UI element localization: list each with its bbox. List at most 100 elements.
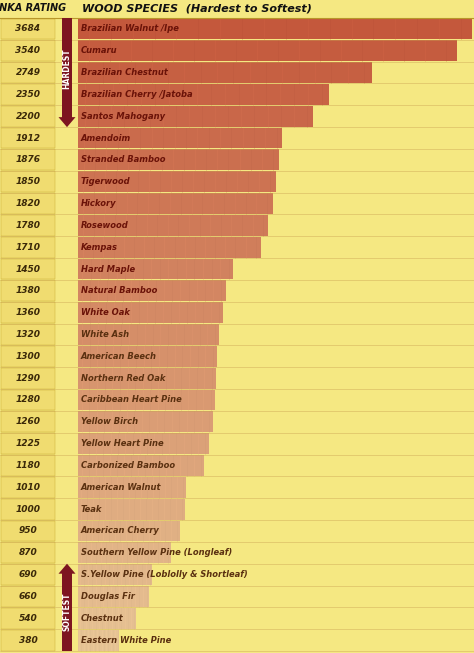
Bar — [78, 127, 283, 148]
Bar — [78, 411, 213, 432]
Bar — [1, 127, 55, 148]
Text: Chestnut: Chestnut — [81, 614, 124, 623]
Text: Natural Bamboo: Natural Bamboo — [81, 287, 157, 295]
Text: Carbonized Bamboo: Carbonized Bamboo — [81, 461, 175, 470]
Text: 2200: 2200 — [16, 112, 40, 121]
Bar — [78, 106, 313, 127]
Text: Rosewood: Rosewood — [81, 221, 129, 230]
Text: White Oak: White Oak — [81, 308, 130, 317]
Bar — [78, 237, 261, 257]
Text: 660: 660 — [18, 592, 37, 601]
Text: Brazilian Chestnut: Brazilian Chestnut — [81, 68, 168, 77]
Text: Teak: Teak — [81, 505, 102, 514]
Text: WOOD SPECIES  (Hardest to Softest): WOOD SPECIES (Hardest to Softest) — [82, 3, 312, 13]
Bar — [1, 629, 55, 650]
Text: Stranded Bamboo: Stranded Bamboo — [81, 155, 165, 165]
Bar — [1, 84, 55, 105]
Polygon shape — [58, 564, 75, 651]
Bar — [1, 150, 55, 170]
Bar — [1, 477, 55, 498]
Bar — [1, 237, 55, 257]
Text: 1450: 1450 — [16, 264, 40, 274]
Bar — [78, 302, 223, 323]
Text: Eastern White Pine: Eastern White Pine — [81, 635, 171, 645]
Bar — [1, 564, 55, 585]
Text: 380: 380 — [18, 635, 37, 645]
Bar — [78, 171, 276, 192]
Text: 690: 690 — [18, 570, 37, 579]
Bar — [78, 280, 226, 301]
Bar — [1, 543, 55, 563]
Text: Santos Mahogany: Santos Mahogany — [81, 112, 165, 121]
Bar — [78, 455, 204, 476]
Bar — [1, 324, 55, 345]
Bar — [78, 215, 268, 236]
Text: 1380: 1380 — [16, 287, 40, 295]
Bar — [78, 543, 171, 563]
Bar — [1, 302, 55, 323]
Text: 3540: 3540 — [16, 46, 40, 56]
Bar — [1, 411, 55, 432]
Bar — [78, 84, 329, 105]
Text: 1710: 1710 — [16, 243, 40, 251]
Text: 1820: 1820 — [16, 199, 40, 208]
Bar — [1, 106, 55, 127]
Text: 2350: 2350 — [16, 90, 40, 99]
Bar — [78, 520, 180, 541]
Bar — [1, 193, 55, 214]
Text: Brazilian Cherry /Jatoba: Brazilian Cherry /Jatoba — [81, 90, 192, 99]
Text: 1360: 1360 — [16, 308, 40, 317]
Bar — [78, 629, 118, 650]
Text: 540: 540 — [18, 614, 37, 623]
Bar — [1, 215, 55, 236]
Bar — [1, 368, 55, 389]
Bar — [78, 608, 136, 629]
Text: 950: 950 — [18, 526, 37, 535]
Text: American Walnut: American Walnut — [81, 483, 162, 492]
Bar — [78, 324, 219, 345]
Bar — [78, 150, 279, 170]
Bar — [1, 18, 55, 39]
Bar — [78, 62, 372, 83]
Text: 1000: 1000 — [16, 505, 40, 514]
Polygon shape — [58, 18, 75, 127]
Bar — [1, 280, 55, 301]
Text: 1780: 1780 — [16, 221, 40, 230]
Bar — [78, 564, 152, 585]
Text: Yellow Birch: Yellow Birch — [81, 417, 138, 426]
Text: 1225: 1225 — [16, 439, 40, 448]
Text: Brazilian Walnut /Ipe: Brazilian Walnut /Ipe — [81, 24, 179, 33]
Bar — [78, 259, 233, 279]
Text: 1912: 1912 — [16, 134, 40, 142]
Text: Hard Maple: Hard Maple — [81, 264, 135, 274]
Bar — [78, 499, 185, 520]
Text: S.Yellow Pine (Loblolly & Shortleaf): S.Yellow Pine (Loblolly & Shortleaf) — [81, 570, 248, 579]
Text: 1850: 1850 — [16, 177, 40, 186]
Bar — [1, 259, 55, 279]
Bar — [1, 608, 55, 629]
Text: Hickory: Hickory — [81, 199, 117, 208]
Text: Kempas: Kempas — [81, 243, 118, 251]
Bar — [78, 346, 217, 367]
Bar — [1, 390, 55, 410]
Bar — [78, 40, 456, 61]
Bar — [1, 586, 55, 607]
Bar — [78, 193, 273, 214]
Bar — [78, 477, 186, 498]
Bar — [1, 40, 55, 61]
Text: White Ash: White Ash — [81, 330, 129, 339]
Text: 1180: 1180 — [16, 461, 40, 470]
Text: Tigerwood: Tigerwood — [81, 177, 131, 186]
Text: SOFTEST: SOFTEST — [63, 592, 72, 631]
Text: American Beech: American Beech — [81, 352, 157, 361]
Bar — [1, 499, 55, 520]
Text: Caribbean Heart Pine: Caribbean Heart Pine — [81, 396, 182, 404]
Text: 1876: 1876 — [16, 155, 40, 165]
Bar — [1, 433, 55, 454]
Bar — [1, 346, 55, 367]
Text: 1290: 1290 — [16, 374, 40, 383]
Text: Yellow Heart Pine: Yellow Heart Pine — [81, 439, 164, 448]
Text: 3684: 3684 — [16, 24, 40, 33]
Text: 870: 870 — [18, 549, 37, 557]
Bar — [78, 18, 472, 39]
